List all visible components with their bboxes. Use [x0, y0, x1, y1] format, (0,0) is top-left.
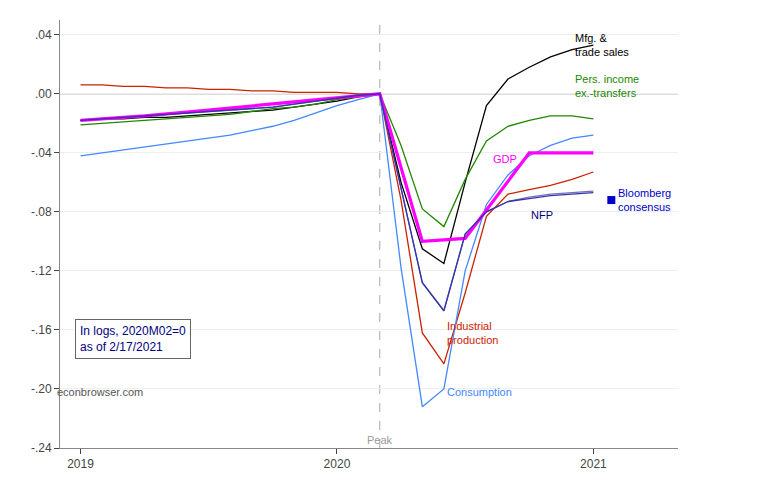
svg-text:Industrialproduction: Industrialproduction	[447, 320, 498, 346]
svg-text:-.24: -.24	[31, 441, 52, 455]
svg-text:Pers. incomeex.-transfers: Pers. incomeex.-transfers	[575, 73, 639, 99]
svg-text:-.20: -.20	[31, 382, 52, 396]
svg-text:.04: .04	[35, 28, 52, 42]
svg-text:2020: 2020	[324, 457, 351, 471]
svg-text:econbrowser.com: econbrowser.com	[57, 386, 143, 398]
svg-text:2021: 2021	[580, 457, 607, 471]
svg-text:Bloombergconsensus: Bloombergconsensus	[618, 187, 671, 213]
svg-text:Consumption: Consumption	[447, 386, 512, 398]
svg-text:GDP: GDP	[493, 153, 517, 165]
svg-text:In logs, 2020M02=0as of 2/17/2: In logs, 2020M02=0as of 2/17/2021	[80, 324, 186, 354]
svg-text:-.12: -.12	[31, 264, 52, 278]
svg-text:2019: 2019	[67, 457, 94, 471]
svg-text:-.16: -.16	[31, 323, 52, 337]
svg-text:Mfg. &trade sales: Mfg. &trade sales	[575, 32, 629, 58]
svg-text:.00: .00	[35, 87, 52, 101]
svg-text:Peak: Peak	[367, 434, 393, 446]
svg-text:-.08: -.08	[31, 205, 52, 219]
svg-text:-.04: -.04	[31, 146, 52, 160]
svg-text:NFP: NFP	[531, 209, 553, 221]
